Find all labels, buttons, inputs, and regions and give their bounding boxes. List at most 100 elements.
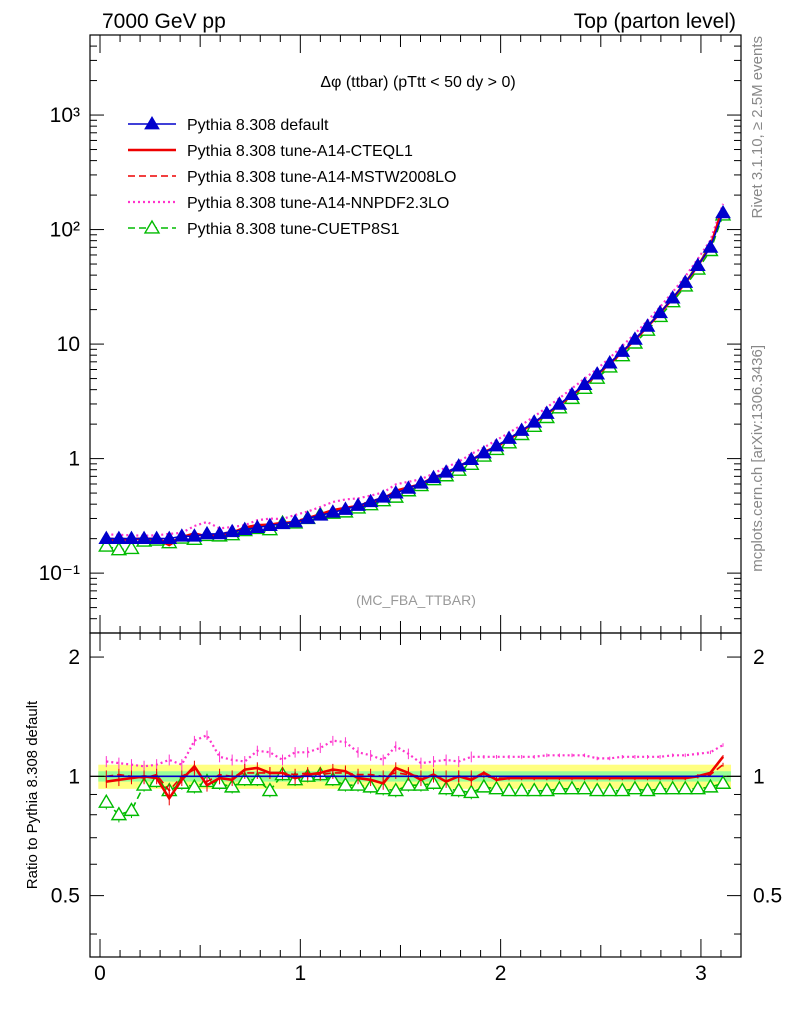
ratio-panel-frame — [89, 632, 742, 958]
series-0-point — [526, 414, 543, 428]
mcplots-label: mcplots.cern.ch [arXiv:1306.3436] — [749, 345, 766, 572]
series-4-ratio-point — [98, 793, 115, 808]
series-0-point — [425, 469, 442, 484]
series-0-point — [689, 257, 706, 271]
series-0-point — [538, 405, 555, 419]
series-0-point — [136, 530, 152, 545]
series-4-point — [98, 537, 115, 552]
top-ytick-label: 10³ — [50, 104, 80, 127]
series-0-point — [614, 343, 631, 357]
series-4-point — [123, 540, 140, 555]
series-0-point — [224, 523, 241, 538]
series-0-point — [287, 513, 303, 528]
ratio-ytick-label: 1 — [68, 765, 80, 788]
series-4-ratio-point — [450, 782, 467, 797]
series-4-ratio-point — [488, 780, 505, 795]
series-4-ratio-point — [475, 778, 493, 793]
series-4-ratio-point — [626, 780, 644, 795]
series-0-point — [350, 497, 366, 511]
series-0-point — [513, 422, 530, 436]
series-4-ratio-point — [702, 778, 719, 793]
series-0-point — [199, 525, 215, 540]
series-0-point — [501, 430, 517, 444]
series-4-ratio-point — [651, 780, 669, 795]
series-0-point — [249, 519, 266, 533]
series-0-point — [400, 480, 417, 494]
series-0-point — [262, 517, 278, 531]
xtick-label: 0 — [94, 962, 106, 985]
legend-marker-4 — [143, 219, 161, 234]
series-0-point — [450, 458, 467, 472]
series-0-point — [236, 521, 253, 535]
series-4-ratio-point — [601, 782, 618, 797]
header-right: Top (parton level) — [574, 10, 736, 33]
series-4-ratio-point — [538, 782, 556, 797]
series-4-ratio-point — [614, 782, 631, 797]
top-ytick-label: 10 — [57, 333, 80, 356]
legend-marker-0 — [144, 116, 160, 130]
series-0-point — [324, 504, 341, 518]
ratio-ytick-label-right: 1 — [753, 765, 765, 788]
series-4-ratio-point — [500, 782, 518, 797]
ratio-ytick-label: 2 — [68, 646, 80, 669]
series-0-point — [664, 290, 681, 304]
legend: Pythia 8.308 default Pythia 8.308 tune-A1… — [128, 116, 456, 238]
series-0-point — [589, 366, 606, 380]
chart-title: Δφ (ttbar) (pTtt < 50 dy > 0) — [320, 74, 515, 91]
series-0-point — [463, 451, 480, 466]
series-0-point — [476, 444, 492, 459]
series-4-ratio-point — [123, 802, 140, 817]
series-4-ratio-point — [400, 776, 417, 791]
rivet-label: Rivet 3.1.10, ≥ 2.5M events — [749, 36, 766, 219]
series-0-point — [438, 464, 455, 478]
series-4-point — [110, 541, 128, 556]
series-0-point — [702, 239, 719, 253]
series-0-point — [387, 485, 404, 499]
series-4-ratio-point — [463, 784, 480, 799]
series-0-point — [337, 501, 354, 515]
legend-label-1: Pythia 8.308 tune-A14-CTEQL1 — [187, 143, 413, 160]
top-ytick-label: 10⁻¹ — [39, 562, 80, 585]
top-panel: 10⁻¹ 1 10 10² 10³ Δφ (ttbar) (pTtt < 50 dy >… — [39, 34, 742, 634]
series-0-point — [677, 274, 694, 288]
legend-label-3: Pythia 8.308 tune-A14-NNPDF2.3LO — [187, 195, 449, 212]
ratio-ytick-label-right: 0.5 — [753, 885, 782, 908]
series-4-line — [106, 214, 724, 551]
series-0-point — [564, 386, 580, 401]
series-4-ratio-point — [677, 780, 694, 795]
xtick-label: 3 — [695, 962, 707, 985]
series-0-point — [123, 530, 140, 545]
series-0-point — [98, 530, 115, 545]
series-4-ratio-point — [337, 776, 354, 791]
series-0-point — [173, 528, 190, 542]
series-0-point — [312, 507, 329, 521]
top-ytick-label: 1 — [68, 448, 80, 471]
series-0-point — [111, 530, 127, 545]
series-0-point — [639, 318, 656, 332]
series-4-ratio-point — [186, 778, 203, 793]
series-0-point — [362, 493, 379, 508]
series-4-ratio-point — [714, 774, 732, 789]
series-0-point — [413, 475, 429, 489]
series-0-point — [715, 204, 731, 219]
ratio-ytick-label-right: 2 — [753, 646, 765, 669]
ratio-panel: 0 1 2 3 0.5 0.5 1 1 2 2 — [51, 632, 782, 985]
series-0-point — [576, 376, 593, 390]
series-0-point — [551, 396, 568, 410]
series-4-ratio-point — [261, 782, 279, 797]
series-4-ratio-point — [513, 782, 530, 797]
series-0-point — [299, 510, 316, 524]
series-4-ratio-point — [387, 782, 404, 797]
series-4-ratio-point — [551, 780, 568, 795]
series-4-ratio-point — [639, 782, 656, 797]
series-0-point — [148, 530, 165, 545]
chart-watermark: (MC_FBA_TTBAR) — [356, 592, 476, 608]
series-4-ratio-point — [576, 780, 593, 795]
legend-label-2: Pythia 8.308 tune-A14-MSTW2008LO — [187, 169, 456, 186]
legend-label-4: Pythia 8.308 tune-CUETP8S1 — [187, 221, 400, 238]
series-3-ratio-line — [106, 733, 724, 768]
xtick-label: 1 — [294, 962, 306, 985]
series-0-point — [652, 304, 668, 319]
series-4-ratio-point — [588, 782, 606, 797]
